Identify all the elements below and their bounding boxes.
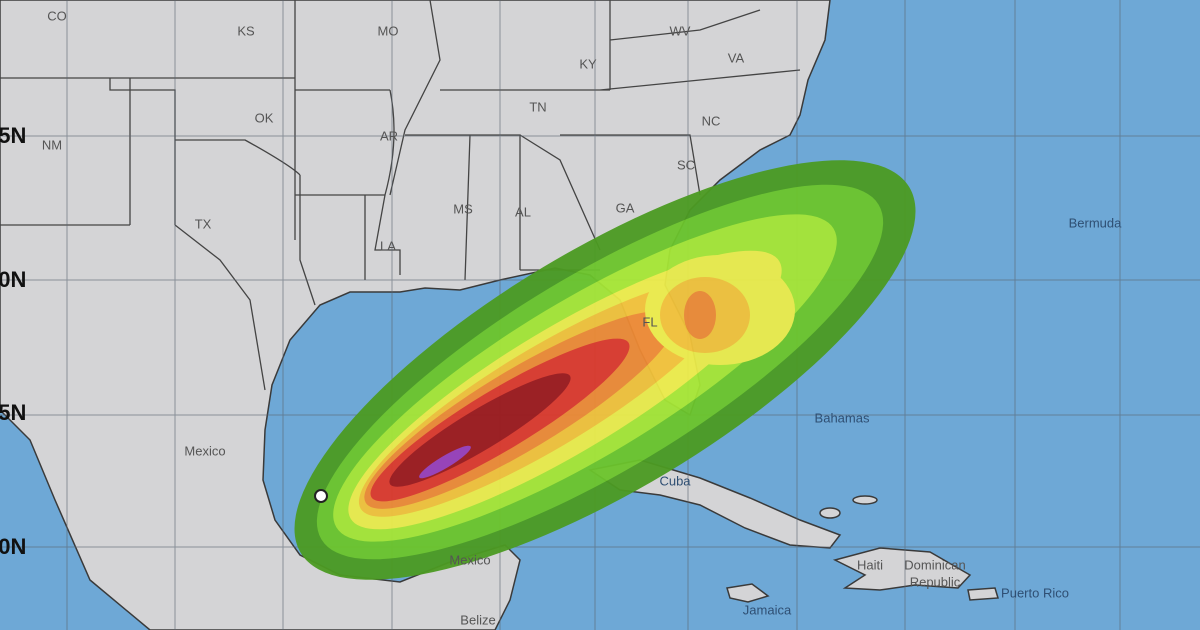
state-label: GA (615, 200, 635, 216)
lat-label-35n: 35N (0, 123, 27, 148)
north-america-land (0, 0, 831, 630)
rainfall-band-8 (419, 445, 471, 479)
state-label: KY (579, 56, 597, 72)
state-label: AL (515, 204, 531, 220)
lat-label-30n: 30N (0, 267, 27, 292)
rainfall-contours (294, 160, 916, 580)
landmass (0, 0, 999, 630)
lat-label-25n: 25N (0, 400, 27, 425)
state-label: NM (41, 137, 63, 153)
cuba-land (588, 459, 842, 549)
state-label: TX (194, 216, 212, 232)
place-label: Bermuda (1068, 215, 1122, 231)
bahamas-island (819, 507, 841, 519)
state-borders (0, 0, 801, 391)
place-label: Puerto Rico (1001, 585, 1069, 601)
state-label: CO (47, 8, 67, 24)
place-label: Cuba (659, 473, 691, 489)
state-label: OK (254, 110, 274, 126)
state-label: VA (727, 50, 745, 66)
bahamas-island (852, 495, 878, 505)
rainfall-secondary-band-2 (684, 291, 716, 339)
state-label: MO (377, 23, 399, 39)
place-label: Republic (909, 574, 961, 590)
rainfall-band-7 (389, 373, 571, 487)
lat-label-20n: 20N (0, 534, 27, 559)
place-label: Haiti (856, 557, 884, 573)
state-label: LA (380, 238, 396, 254)
place-label: Dominican (904, 557, 966, 573)
storm-center-marker (314, 489, 328, 503)
state-label: MS (453, 201, 473, 217)
state-label: TN (529, 99, 547, 115)
place-label: Bahamas (814, 410, 870, 426)
place-label: Mexico (449, 552, 491, 568)
place-label: Belize (460, 612, 496, 628)
place-label: Jamaica (742, 602, 792, 618)
jamaica-land (726, 583, 770, 603)
state-label: SC (676, 157, 696, 173)
state-label: WV (669, 23, 691, 39)
state-label: FL (642, 314, 658, 330)
state-label: KS (237, 23, 255, 39)
state-label: AR (379, 128, 399, 144)
puerto-rico-land (967, 587, 999, 601)
place-label: Mexico (184, 443, 226, 459)
state-label: NC (701, 113, 721, 129)
